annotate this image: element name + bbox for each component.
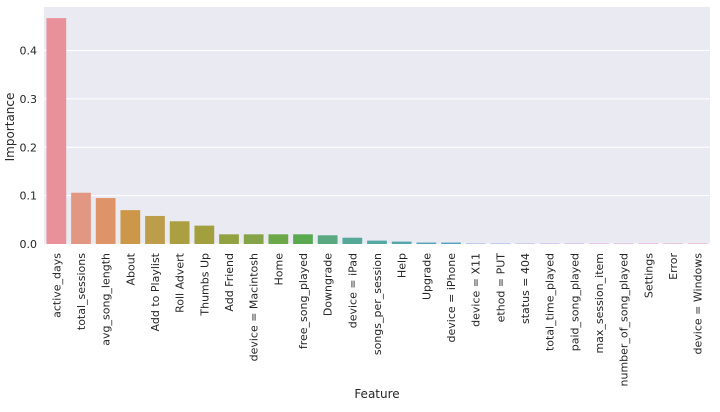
bars-group	[46, 18, 708, 245]
x-tick-label: free_song_played	[297, 253, 310, 349]
plot-background	[44, 7, 710, 244]
x-tick-label: avg_song_length	[100, 253, 113, 346]
bar	[71, 192, 91, 244]
bar	[194, 225, 215, 244]
bar	[317, 235, 338, 244]
x-tick-label: songs_per_session	[371, 253, 384, 355]
x-tick-label: Add Friend	[223, 253, 236, 312]
x-tick-label: Home	[272, 253, 285, 286]
x-tick-label: total_sessions	[75, 253, 88, 330]
y-tick-label: 0.2	[20, 141, 38, 154]
y-axis-ticks: 0.0 0.1 0.2 0.3 0.4	[20, 45, 38, 251]
x-tick-label: Help	[396, 253, 409, 278]
x-axis-title: Feature	[354, 387, 399, 401]
bar	[219, 234, 239, 244]
y-tick-label: 0.3	[20, 93, 38, 106]
x-tick-label: Settings	[642, 253, 655, 298]
bar	[120, 210, 141, 244]
x-tick-label: About	[124, 252, 137, 285]
x-tick-label: Error	[667, 253, 680, 280]
bar	[169, 221, 190, 244]
x-tick-label: device = iPad	[346, 253, 359, 328]
y-tick-label: 0.1	[20, 190, 38, 203]
x-tick-label: paid_song_played	[568, 253, 581, 351]
bar	[342, 237, 363, 244]
y-tick-label: 0.4	[20, 45, 38, 58]
bar	[391, 241, 412, 244]
bar	[243, 234, 264, 244]
bar	[441, 242, 461, 244]
x-tick-label: total_time_played	[544, 253, 557, 351]
bar	[293, 234, 313, 244]
bar	[145, 215, 165, 244]
bar	[416, 242, 437, 244]
x-tick-label: max_session_item	[593, 253, 606, 354]
y-axis-title: Importance	[3, 93, 17, 162]
bar	[46, 18, 67, 245]
bar	[95, 198, 116, 244]
x-tick-label: Add to Playlist	[149, 252, 162, 331]
x-tick-label: active_days	[50, 253, 63, 318]
x-tick-label: Downgrade	[322, 253, 335, 316]
x-tick-label: device = X11	[470, 253, 483, 327]
x-tick-label: Roll Advert	[174, 252, 187, 313]
bar	[268, 234, 289, 244]
x-axis-ticks: active_days total_sessions avg_song_length…	[50, 252, 704, 386]
x-tick-label: status = 404	[519, 253, 532, 324]
bar	[367, 240, 387, 244]
x-tick-label: number_of_song_played	[618, 253, 631, 387]
x-tick-label: device = Windows	[692, 253, 705, 355]
y-tick-label: 0.0	[20, 238, 38, 251]
x-tick-label: Upgrade	[420, 253, 433, 300]
x-tick-label: device = iPhone	[445, 253, 458, 343]
x-tick-label: ethod = PUT	[494, 253, 507, 323]
x-tick-label: Thumbs Up	[198, 253, 211, 317]
x-tick-label: device = Macintosh	[248, 253, 261, 361]
